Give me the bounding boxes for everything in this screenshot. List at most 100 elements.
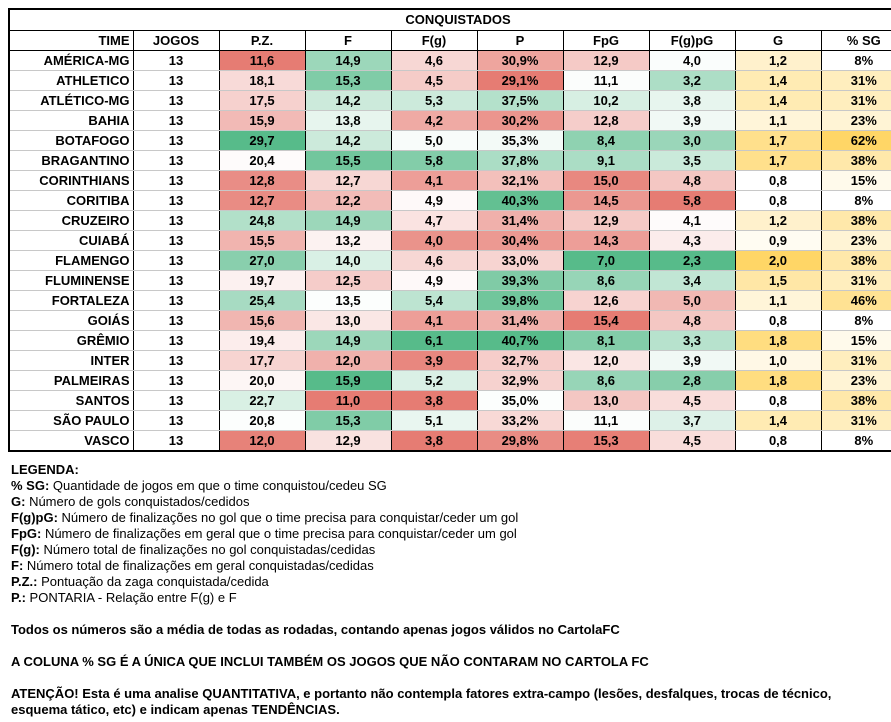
cell-pz: 15,9 (218, 110, 306, 131)
cell-pz: 12,7 (218, 190, 306, 211)
cell-jogos: 13 (132, 410, 220, 431)
table-row: ATHLETICO 13 18,1 15,3 4,5 29,1% 11,1 3,2 1,4 31% (8, 70, 891, 91)
cell-p: 32,1% (476, 170, 564, 191)
cell-p: 32,7% (476, 350, 564, 371)
stats-table: CONQUISTADOS TIME JOGOS P.Z. F F(g) P FpG F(g)p… (8, 8, 891, 452)
cell-p: 37,5% (476, 90, 564, 111)
legend-items: % SG: Quantidade de jogos em que o time … (11, 478, 881, 606)
legend-item: F: Número total de finalizações em geral… (11, 558, 881, 574)
table-row: PALMEIRAS 13 20,0 15,9 5,2 32,9% 8,6 2,8 1,8 23% (8, 370, 891, 391)
cell-fg: 5,3 (390, 90, 478, 111)
cell-pz: 18,1 (218, 70, 306, 91)
cell-g: 1,7 (734, 150, 822, 171)
cell-sg: 46% (820, 290, 891, 311)
legend-key: FpG: (11, 526, 42, 541)
cell-pz: 12,0 (218, 430, 306, 452)
cell-g: 1,7 (734, 130, 822, 151)
cell-fpg: 12,0 (562, 350, 650, 371)
cell-fpg: 15,4 (562, 310, 650, 331)
table-row: SANTOS 13 22,7 11,0 3,8 35,0% 13,0 4,5 0,8 38% (8, 390, 891, 411)
cell-f: 15,3 (304, 410, 392, 431)
cell-f: 14,0 (304, 250, 392, 271)
cell-pz: 24,8 (218, 210, 306, 231)
cell-g: 0,8 (734, 170, 822, 191)
cell-g: 1,2 (734, 210, 822, 231)
cell-sg: 31% (820, 410, 891, 431)
cell-fgpg: 3,9 (648, 110, 736, 131)
cell-pz: 19,7 (218, 270, 306, 291)
cell-pz: 25,4 (218, 290, 306, 311)
cell-fgpg: 3,9 (648, 350, 736, 371)
header-fgpg: F(g)pG (648, 30, 736, 51)
cell-fg: 4,9 (390, 270, 478, 291)
table-row: AMÉRICA-MG 13 11,6 14,9 4,6 30,9% 12,9 4,0 1,2 8% (8, 50, 891, 71)
cell-team: PALMEIRAS (8, 370, 134, 391)
cell-fgpg: 3,5 (648, 150, 736, 171)
cell-f: 12,9 (304, 430, 392, 452)
cell-g: 0,8 (734, 390, 822, 411)
cell-fgpg: 4,5 (648, 430, 736, 452)
legend-item: P.: PONTARIA - Relação entre F(g) e F (11, 590, 881, 606)
cell-team: FLAMENGO (8, 250, 134, 271)
cell-jogos: 13 (132, 370, 220, 391)
cell-sg: 8% (820, 50, 891, 71)
table-row: SÃO PAULO 13 20,8 15,3 5,1 33,2% 11,1 3,7 1,4 31% (8, 410, 891, 431)
cell-jogos: 13 (132, 190, 220, 211)
legend-definition: Número de finalizações no gol que o time… (57, 510, 519, 525)
legend-definition: Número de gols conquistados/cedidos (25, 494, 250, 509)
cell-fg: 3,8 (390, 390, 478, 411)
cell-fgpg: 4,8 (648, 170, 736, 191)
cell-fpg: 13,0 (562, 390, 650, 411)
cell-p: 30,2% (476, 110, 564, 131)
cell-fgpg: 2,3 (648, 250, 736, 271)
legend-item: P.Z.: Pontuação da zaga conquistada/cedi… (11, 574, 881, 590)
cell-fpg: 8,6 (562, 370, 650, 391)
cell-g: 1,4 (734, 70, 822, 91)
cell-jogos: 13 (132, 310, 220, 331)
cell-fpg: 7,0 (562, 250, 650, 271)
cell-sg: 31% (820, 90, 891, 111)
header-jogos: JOGOS (132, 30, 220, 51)
cell-p: 31,4% (476, 210, 564, 231)
table-row: FLAMENGO 13 27,0 14,0 4,6 33,0% 7,0 2,3 2,0 38% (8, 250, 891, 271)
cell-pz: 20,8 (218, 410, 306, 431)
table-row: BAHIA 13 15,9 13,8 4,2 30,2% 12,8 3,9 1,1 23% (8, 110, 891, 131)
cell-jogos: 13 (132, 430, 220, 452)
cell-fpg: 8,1 (562, 330, 650, 351)
cell-sg: 8% (820, 190, 891, 211)
cell-fg: 5,2 (390, 370, 478, 391)
cell-g: 1,2 (734, 50, 822, 71)
cell-sg: 38% (820, 390, 891, 411)
cell-pz: 12,8 (218, 170, 306, 191)
cell-pz: 11,6 (218, 50, 306, 71)
header-sg: % SG (820, 30, 891, 51)
cell-fgpg: 4,0 (648, 50, 736, 71)
cell-jogos: 13 (132, 70, 220, 91)
header-g: G (734, 30, 822, 51)
cell-fg: 5,1 (390, 410, 478, 431)
table-row: CUIABÁ 13 15,5 13,2 4,0 30,4% 14,3 4,3 0,9 23% (8, 230, 891, 251)
header-team: TIME (8, 30, 134, 51)
table-title: CONQUISTADOS (8, 8, 891, 31)
cell-sg: 23% (820, 110, 891, 131)
cell-f: 13,0 (304, 310, 392, 331)
cell-sg: 31% (820, 350, 891, 371)
cell-fpg: 8,4 (562, 130, 650, 151)
table-row: GRÊMIO 13 19,4 14,9 6,1 40,7% 8,1 3,3 1,8 15% (8, 330, 891, 351)
cell-g: 1,5 (734, 270, 822, 291)
legend-item: F(g)pG: Número de finalizações no gol qu… (11, 510, 881, 526)
table-row: BRAGANTINO 13 20,4 15,5 5,8 37,8% 9,1 3,5 1,7 38% (8, 150, 891, 171)
cell-fpg: 14,5 (562, 190, 650, 211)
cell-team: SANTOS (8, 390, 134, 411)
legend-definition: Quantidade de jogos em que o time conqui… (49, 478, 387, 493)
cell-team: AMÉRICA-MG (8, 50, 134, 71)
legend-key: P.: (11, 590, 26, 605)
cell-f: 12,2 (304, 190, 392, 211)
cell-p: 32,9% (476, 370, 564, 391)
cell-g: 1,8 (734, 370, 822, 391)
cell-f: 14,9 (304, 330, 392, 351)
cell-team: GRÊMIO (8, 330, 134, 351)
cell-team: FLUMINENSE (8, 270, 134, 291)
legend: LEGENDA: % SG: Quantidade de jogos em qu… (11, 462, 881, 718)
cell-p: 40,3% (476, 190, 564, 211)
